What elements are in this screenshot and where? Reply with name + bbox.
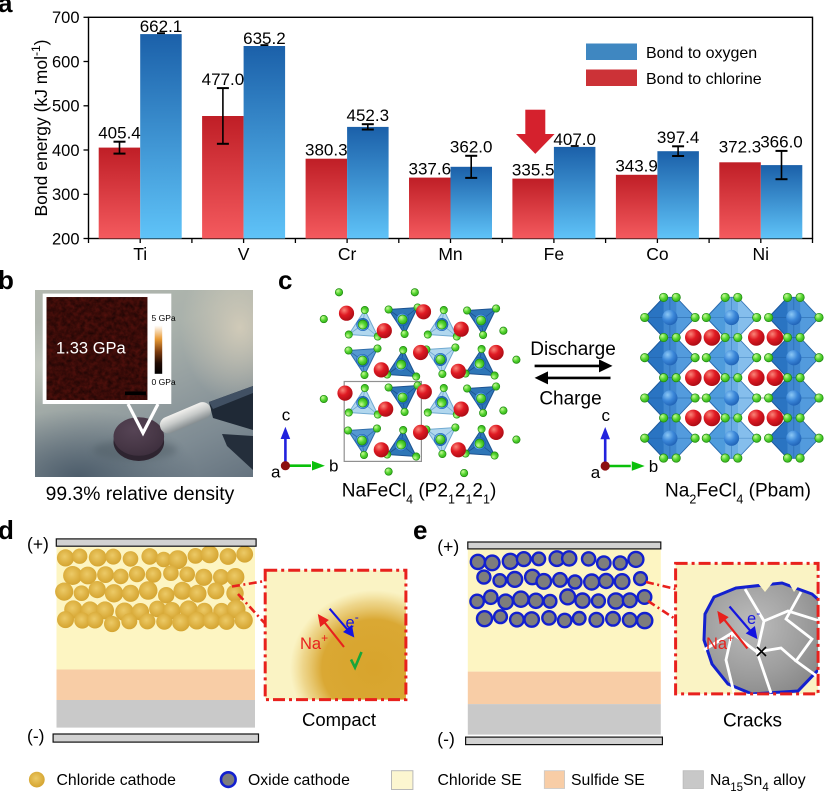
svg-text:405.4: 405.4: [98, 124, 141, 143]
svg-text:Cracks: Cracks: [723, 711, 782, 732]
svg-text:Chloride SE: Chloride SE: [438, 772, 522, 789]
svg-text:Na+: Na+: [300, 631, 328, 653]
svg-text:397.4: 397.4: [657, 128, 700, 147]
svg-text:452.3: 452.3: [347, 106, 390, 125]
svg-text:c: c: [282, 406, 291, 425]
svg-text:407.0: 407.0: [553, 130, 596, 149]
svg-text:Fe: Fe: [544, 244, 564, 264]
svg-text:380.3: 380.3: [305, 141, 348, 160]
svg-text:Bond energy (kJ mol-1): Bond energy (kJ mol-1): [29, 40, 51, 217]
svg-text:362.0: 362.0: [450, 138, 493, 157]
svg-text:Sulfide SE: Sulfide SE: [571, 772, 645, 789]
svg-text:(+): (+): [27, 534, 49, 554]
svg-text:200: 200: [52, 230, 80, 248]
svg-text:635.2: 635.2: [243, 29, 286, 48]
svg-text:Ti: Ti: [133, 244, 147, 264]
svg-text:(+): (+): [437, 537, 459, 557]
svg-text:Compact: Compact: [302, 709, 376, 730]
svg-text:Mn: Mn: [438, 244, 462, 264]
svg-text:(-): (-): [27, 726, 44, 746]
svg-text:335.5: 335.5: [512, 160, 555, 179]
svg-text:V: V: [238, 244, 250, 264]
svg-text:477.0: 477.0: [202, 70, 245, 89]
svg-text:662.1: 662.1: [140, 17, 183, 36]
svg-text:NaFeCl4 (P212121): NaFeCl4 (P212121): [342, 481, 497, 507]
svg-text:500: 500: [52, 98, 80, 116]
svg-text:0 GPa: 0 GPa: [152, 377, 176, 387]
svg-text:Na2FeCl4 (Pbam): Na2FeCl4 (Pbam): [665, 481, 811, 507]
svg-text:Na15Sn4 alloy: Na15Sn4 alloy: [710, 772, 806, 793]
svg-text:372.3: 372.3: [719, 137, 762, 156]
svg-text:5 GPa: 5 GPa: [152, 313, 176, 323]
svg-text:Discharge: Discharge: [530, 339, 616, 360]
svg-text:Na+: Na+: [706, 631, 734, 653]
svg-text:366.0: 366.0: [760, 133, 803, 152]
svg-text:343.9: 343.9: [615, 157, 658, 176]
svg-text:b: b: [329, 457, 338, 476]
svg-text:300: 300: [52, 186, 80, 204]
svg-text:Co: Co: [646, 244, 668, 264]
svg-text:1.33 GPa: 1.33 GPa: [56, 340, 127, 358]
svg-text:a: a: [271, 463, 281, 482]
svg-text:Ni: Ni: [753, 244, 770, 264]
svg-text:Bond to oxygen: Bond to oxygen: [646, 45, 757, 62]
svg-text:Bond to chlorine: Bond to chlorine: [646, 71, 762, 88]
svg-text:Chloride cathode: Chloride cathode: [57, 772, 177, 789]
svg-text:700: 700: [52, 9, 80, 27]
svg-text:Cr: Cr: [338, 244, 357, 264]
svg-text:337.6: 337.6: [409, 159, 452, 178]
svg-text:Charge: Charge: [539, 389, 601, 410]
svg-text:Oxide cathode: Oxide cathode: [248, 772, 350, 789]
svg-text:(-): (-): [437, 729, 454, 749]
svg-text:400: 400: [52, 142, 80, 160]
svg-text:600: 600: [52, 53, 80, 71]
